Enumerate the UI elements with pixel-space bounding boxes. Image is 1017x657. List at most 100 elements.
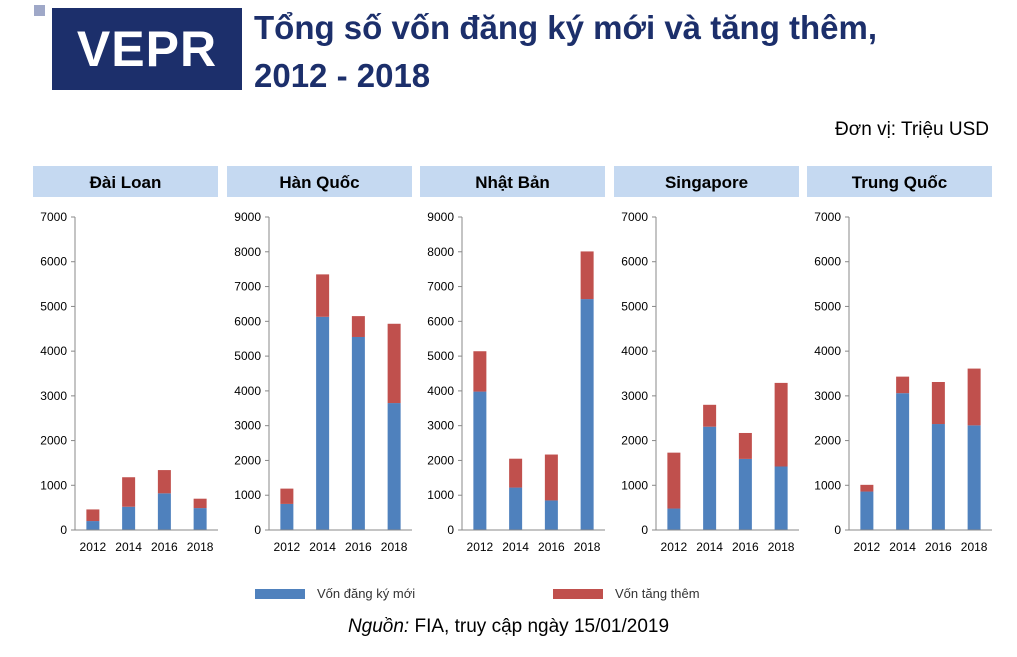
title-line-2: 2012 - 2018: [254, 57, 431, 94]
bar-new-2014: [122, 506, 136, 530]
bar-added-2018: [580, 251, 594, 300]
bar-added-2016: [544, 454, 558, 501]
y-tick-label: 1000: [621, 478, 648, 492]
x-tick-label: 2012: [854, 540, 881, 554]
panel-title: Nhật Bản: [475, 173, 550, 192]
bar-added-2012: [86, 509, 100, 522]
x-tick-label: 2016: [151, 540, 178, 554]
bar-new-2014: [703, 426, 717, 530]
vepr-logo: VEPR: [52, 8, 242, 90]
y-tick-label: 2000: [621, 434, 648, 448]
charts-area: Đài Loan 0 1000 2000 3000 4000 5000 6000 7000 201…: [33, 166, 992, 554]
y-tick-label: 6000: [814, 255, 841, 269]
x-tick-label: 2014: [696, 540, 723, 554]
x-tick-label: 2012: [467, 540, 494, 554]
bar-new-2014: [896, 393, 910, 530]
y-tick-label: 5000: [621, 299, 648, 313]
bar-added-2018: [774, 382, 788, 467]
bar-added-2014: [703, 404, 717, 427]
bar-new-2012: [86, 521, 100, 530]
y-tick-label: 3000: [427, 419, 454, 433]
y-tick-label: 5000: [814, 299, 841, 313]
bar-new-2016: [157, 493, 171, 530]
x-tick-label: 2018: [574, 540, 601, 554]
panel-title: Singapore: [665, 173, 748, 192]
legend-new: Vốn đăng ký mới: [255, 586, 415, 601]
bar-new-2016: [738, 458, 752, 530]
y-tick-label: 6000: [427, 314, 454, 328]
y-tick-label: 5000: [40, 299, 67, 313]
bar-added-2014: [122, 477, 136, 507]
y-tick-label: 3000: [814, 389, 841, 403]
bar-new-2018: [774, 466, 788, 530]
bar-added-2018: [193, 498, 207, 509]
x-tick-label: 2018: [768, 540, 795, 554]
bar-added-2018: [387, 323, 401, 404]
y-tick-label: 7000: [40, 210, 67, 224]
y-tick-label: 2000: [814, 434, 841, 448]
unit-label: Đơn vị: Triệu USD: [835, 119, 989, 140]
panel-title: Trung Quốc: [852, 173, 947, 192]
y-tick-label: 4000: [234, 384, 261, 398]
y-tick-label: 8000: [427, 245, 454, 259]
y-tick-label: 0: [641, 523, 648, 537]
panel-title: Hàn Quốc: [279, 173, 359, 192]
y-tick-label: 0: [60, 523, 67, 537]
y-tick-label: 1000: [234, 488, 261, 502]
bar-added-2012: [280, 488, 294, 504]
bar-new-2016: [931, 424, 945, 530]
y-tick-label: 3000: [621, 389, 648, 403]
x-tick-label: 2016: [345, 540, 372, 554]
source-note: Nguồn: FIA, truy cập ngày 15/01/2019: [0, 616, 1017, 638]
bar-added-2018: [967, 368, 981, 426]
y-tick-label: 0: [834, 523, 841, 537]
y-tick-label: 4000: [40, 344, 67, 358]
bar-added-2012: [860, 484, 874, 492]
y-tick-label: 7000: [814, 210, 841, 224]
y-tick-label: 1000: [814, 478, 841, 492]
y-tick-label: 3000: [40, 389, 67, 403]
source-label: Nguồn:: [347, 616, 410, 637]
bar-new-2018: [967, 425, 981, 530]
bar-added-2014: [509, 458, 523, 488]
title-line-1: Tổng số vốn đăng ký mới và tăng thêm,: [254, 9, 878, 46]
x-tick-label: 2016: [925, 540, 952, 554]
legend-new-label: Vốn đăng ký mới: [317, 586, 416, 601]
y-tick-label: 6000: [234, 314, 261, 328]
legend-new-swatch: [255, 588, 305, 599]
bar-new-2012: [860, 491, 874, 530]
bar-new-2014: [509, 487, 523, 530]
y-tick-label: 4000: [621, 344, 648, 358]
panel-title: Đài Loan: [90, 173, 162, 192]
bar-added-2014: [896, 376, 910, 394]
chart-panel-3: Nhật Bản 0 1000 2000 3000 4000 5000 6000 7000 800…: [420, 166, 605, 554]
panel-header-band: [33, 166, 218, 197]
bar-added-2016: [351, 316, 365, 337]
page-title: Tổng số vốn đăng ký mới và tăng thêm, 20…: [254, 4, 994, 100]
x-tick-label: 2018: [187, 540, 214, 554]
chart-panel-2: Hàn Quốc 0 1000 2000 3000 4000 5000 6000 7000 800…: [227, 166, 412, 554]
bar-new-2014: [316, 316, 330, 530]
legend-added: Vốn tăng thêm: [553, 586, 700, 601]
y-tick-label: 9000: [427, 210, 454, 224]
x-tick-label: 2018: [961, 540, 988, 554]
x-tick-label: 2016: [538, 540, 565, 554]
y-tick-label: 7000: [234, 280, 261, 294]
y-tick-label: 4000: [427, 384, 454, 398]
legend-added-label: Vốn tăng thêm: [615, 586, 700, 601]
y-tick-label: 4000: [814, 344, 841, 358]
y-tick-label: 2000: [234, 453, 261, 467]
source-text: FIA, truy cập ngày 15/01/2019: [409, 616, 670, 637]
bar-new-2018: [580, 299, 594, 530]
x-tick-label: 2016: [732, 540, 759, 554]
x-tick-label: 2014: [502, 540, 529, 554]
bar-added-2012: [667, 452, 681, 509]
y-tick-label: 2000: [40, 434, 67, 448]
panel-header-band: [420, 166, 605, 197]
y-tick-label: 0: [254, 523, 261, 537]
x-tick-label: 2014: [309, 540, 336, 554]
y-tick-label: 1000: [427, 488, 454, 502]
y-tick-label: 7000: [621, 210, 648, 224]
x-tick-label: 2012: [274, 540, 301, 554]
y-tick-label: 7000: [427, 280, 454, 294]
